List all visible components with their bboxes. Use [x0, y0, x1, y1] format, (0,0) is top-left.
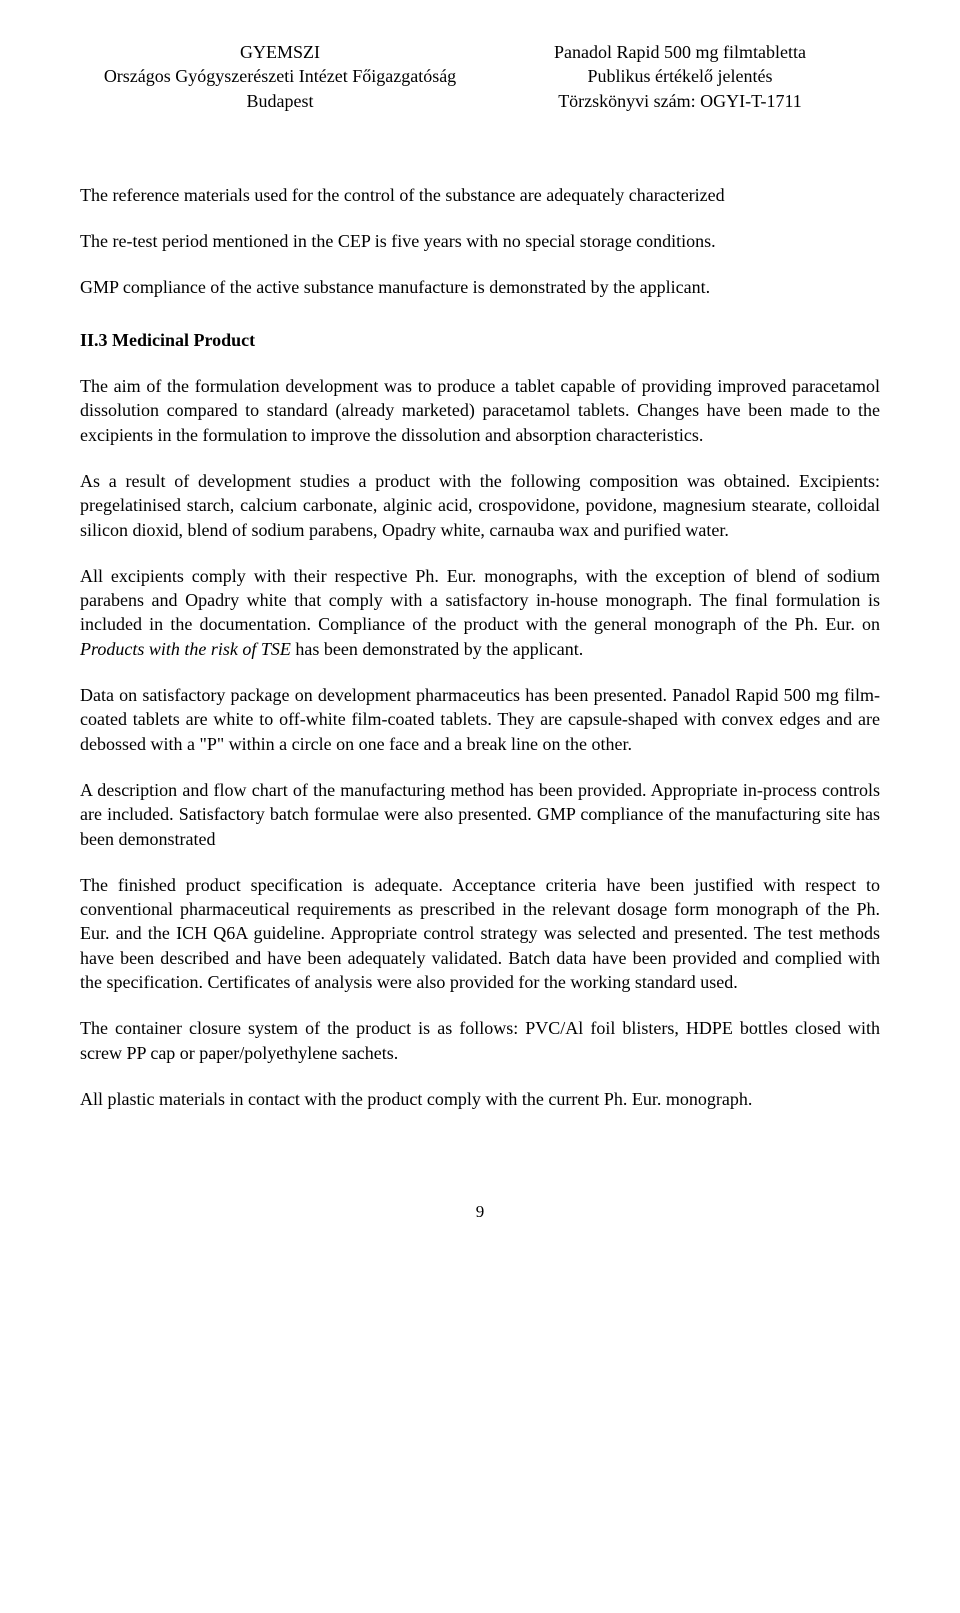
header-left-line2: Országos Gyógyszerészeti Intézet Főigazg…	[80, 64, 480, 88]
paragraph-3: GMP compliance of the active substance m…	[80, 275, 880, 299]
header-right-line2: Publikus értékelő jelentés	[480, 64, 880, 88]
paragraph-6-part1: All excipients comply with their respect…	[80, 566, 880, 635]
header-right-line1: Panadol Rapid 500 mg filmtabletta	[480, 40, 880, 64]
paragraph-4: The aim of the formulation development w…	[80, 374, 880, 447]
paragraph-8: A description and flow chart of the manu…	[80, 778, 880, 851]
paragraph-5: As a result of development studies a pro…	[80, 469, 880, 542]
header-left: GYEMSZI Országos Gyógyszerészeti Intézet…	[80, 40, 480, 113]
paragraph-10: The container closure system of the prod…	[80, 1016, 880, 1065]
paragraph-6-italic: Products with the risk of TSE	[80, 639, 291, 659]
paragraph-9: The finished product specification is ad…	[80, 873, 880, 994]
header-right-line3: Törzskönyvi szám: OGYI-T-1711	[480, 89, 880, 113]
paragraph-6: All excipients comply with their respect…	[80, 564, 880, 661]
header-left-line3: Budapest	[80, 89, 480, 113]
header-left-line1: GYEMSZI	[80, 40, 480, 64]
paragraph-2: The re-test period mentioned in the CEP …	[80, 229, 880, 253]
paragraph-6-part2: has been demonstrated by the applicant.	[291, 639, 583, 659]
paragraph-1: The reference materials used for the con…	[80, 183, 880, 207]
page-number: 9	[80, 1201, 880, 1224]
paragraph-7: Data on satisfactory package on developm…	[80, 683, 880, 756]
page-header: GYEMSZI Országos Gyógyszerészeti Intézet…	[80, 40, 880, 113]
header-right: Panadol Rapid 500 mg filmtabletta Publik…	[480, 40, 880, 113]
section-heading: II.3 Medicinal Product	[80, 328, 880, 352]
paragraph-11: All plastic materials in contact with th…	[80, 1087, 880, 1111]
